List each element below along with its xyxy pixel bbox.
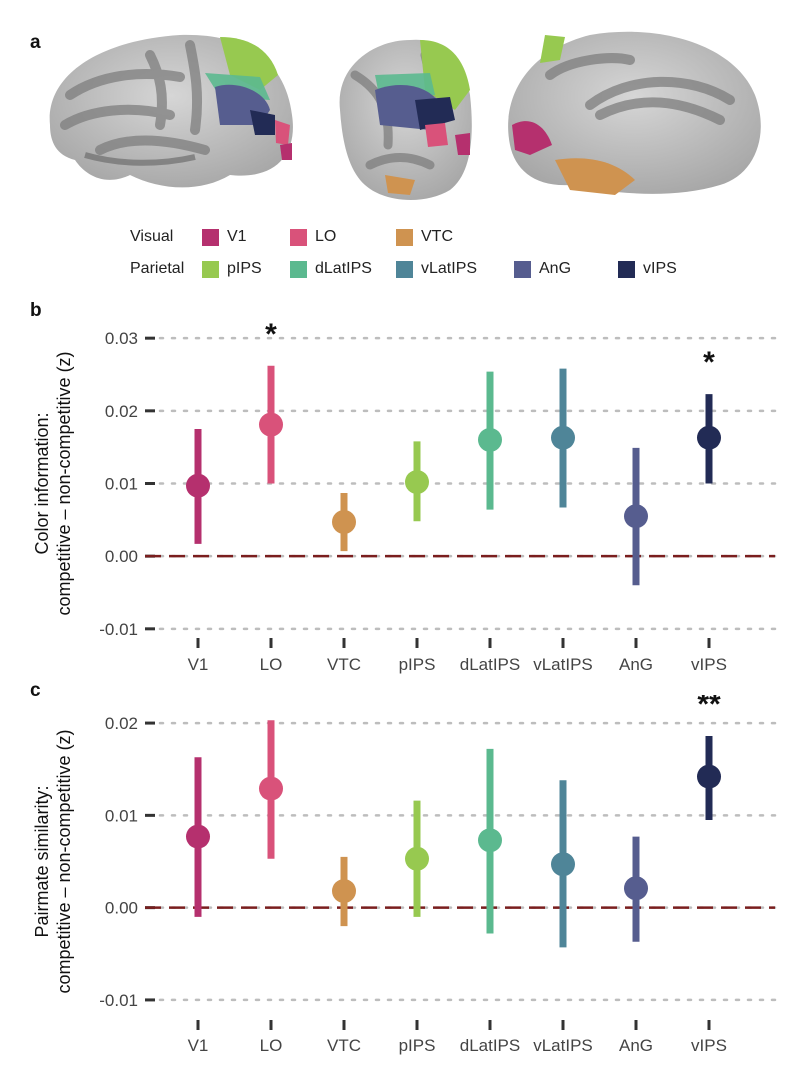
- legend-swatch-vips: [618, 260, 635, 278]
- x-tick-label-dlatips: dLatIPS: [460, 1036, 521, 1055]
- y-tick-label: -0.01: [99, 620, 138, 639]
- x-tick-label-vips: vIPS: [691, 1036, 727, 1055]
- x-tick-label-dlatips: dLatIPS: [460, 655, 521, 674]
- legend-item-lo: LO: [290, 228, 336, 246]
- legend-item-ang: AnG: [514, 260, 571, 278]
- x-tick-label-ang: AnG: [619, 655, 653, 674]
- y-axis-label-line2: competitive – non-competitive (z): [54, 351, 74, 615]
- point-v1: [186, 824, 210, 849]
- legend-swatch-dlatips: [290, 260, 307, 278]
- panel-label-b: b: [30, 300, 42, 321]
- legend-item-pips: pIPS: [202, 260, 262, 278]
- point-dlatips: [478, 427, 502, 452]
- legend-item-vtc: VTC: [396, 228, 453, 246]
- panel-label-c: c: [30, 680, 41, 701]
- y-axis-label-line2: competitive – non-competitive (z): [54, 729, 74, 993]
- legend-label-lo: LO: [315, 228, 337, 245]
- legend-label-dlatips: dLatIPS: [315, 260, 372, 277]
- y-axis-label: Color information: competitive – non-comp…: [32, 351, 74, 615]
- point-lo: [259, 776, 283, 801]
- x-tick-label-lo: LO: [260, 1036, 283, 1055]
- significance-marker-vips: *: [703, 346, 715, 379]
- x-tick-label-vips: vIPS: [691, 655, 727, 674]
- y-tick-label: -0.01: [99, 991, 138, 1010]
- legend-swatch-vtc: [396, 228, 413, 246]
- y-axis-label-line1: Pairmate similarity:: [32, 785, 52, 937]
- legend-item-vips: vIPS: [618, 260, 677, 278]
- x-tick-label-v1: V1: [188, 655, 209, 674]
- y-tick-label: 0.02: [105, 714, 138, 733]
- brain-illustration: [49, 31, 761, 201]
- point-ang: [624, 876, 648, 901]
- brain-lateral-view: [49, 34, 293, 188]
- point-vlatips: [551, 852, 575, 877]
- point-vtc: [332, 510, 356, 535]
- legend-swatch-v1: [202, 228, 219, 246]
- x-tick-label-vtc: VTC: [327, 1036, 361, 1055]
- legend-label-vtc: VTC: [421, 228, 453, 245]
- y-axis-label-line1: Color information:: [32, 412, 52, 554]
- panel-label-a: a: [30, 32, 41, 53]
- legend-swatch-pips: [202, 260, 219, 278]
- x-tick-label-v1: V1: [188, 1036, 209, 1055]
- significance-marker-lo: *: [265, 318, 277, 351]
- significance-marker-vips: **: [697, 695, 721, 721]
- point-lo: [259, 412, 283, 437]
- x-tick-label-vlatips: vLatIPS: [533, 1036, 593, 1055]
- point-vtc: [332, 879, 356, 904]
- point-ang: [624, 504, 648, 529]
- legend-swatch-vlatips: [396, 260, 413, 278]
- legend-item-v1: V1: [202, 228, 247, 246]
- point-vips: [697, 764, 721, 789]
- y-tick-label: 0.03: [105, 329, 138, 348]
- x-tick-label-pips: pIPS: [399, 1036, 436, 1055]
- legend-swatch-lo: [290, 228, 307, 246]
- brain-medial-view: [508, 31, 761, 195]
- brain-posterior-view: [339, 39, 472, 201]
- point-vlatips: [551, 425, 575, 450]
- legend-label-pips: pIPS: [227, 260, 262, 277]
- y-tick-label: 0.01: [105, 806, 138, 825]
- x-tick-label-vtc: VTC: [327, 655, 361, 674]
- y-tick-label: 0.01: [105, 475, 138, 494]
- point-dlatips: [478, 828, 502, 853]
- legend-swatch-ang: [514, 260, 531, 278]
- y-tick-label: 0.00: [105, 899, 138, 918]
- legend-item-vlatips: vLatIPS: [396, 260, 477, 278]
- legend-visual-label: Visual: [130, 228, 174, 245]
- chart-pairmate-similarity: -0.01 0.00 0.01 0.02 Pairmate similarity: com…: [32, 695, 777, 1055]
- point-vips: [697, 425, 721, 450]
- point-pips: [405, 470, 429, 495]
- x-tick-label-ang: AnG: [619, 1036, 653, 1055]
- legend-item-dlatips: dLatIPS: [290, 260, 372, 278]
- legend-label-ang: AnG: [539, 260, 572, 277]
- point-pips: [405, 846, 429, 871]
- point-v1: [186, 473, 210, 498]
- x-tick-label-vlatips: vLatIPS: [533, 655, 593, 674]
- y-tick-label: 0.02: [105, 402, 138, 421]
- legend-parietal-label: Parietal: [130, 260, 185, 277]
- legend-label-vips: vIPS: [643, 260, 677, 277]
- legend-label-vlatips: vLatIPS: [421, 260, 478, 277]
- legend-label-v1: V1: [227, 228, 247, 245]
- x-tick-label-pips: pIPS: [399, 655, 436, 674]
- chart-color-information: -0.01 0.00 0.01 0.02 0.03 Color information: c…: [32, 318, 777, 674]
- x-tick-label-lo: LO: [260, 655, 283, 674]
- y-tick-label: 0.00: [105, 547, 138, 566]
- y-axis-label: Pairmate similarity: competitive – non-co…: [32, 729, 74, 993]
